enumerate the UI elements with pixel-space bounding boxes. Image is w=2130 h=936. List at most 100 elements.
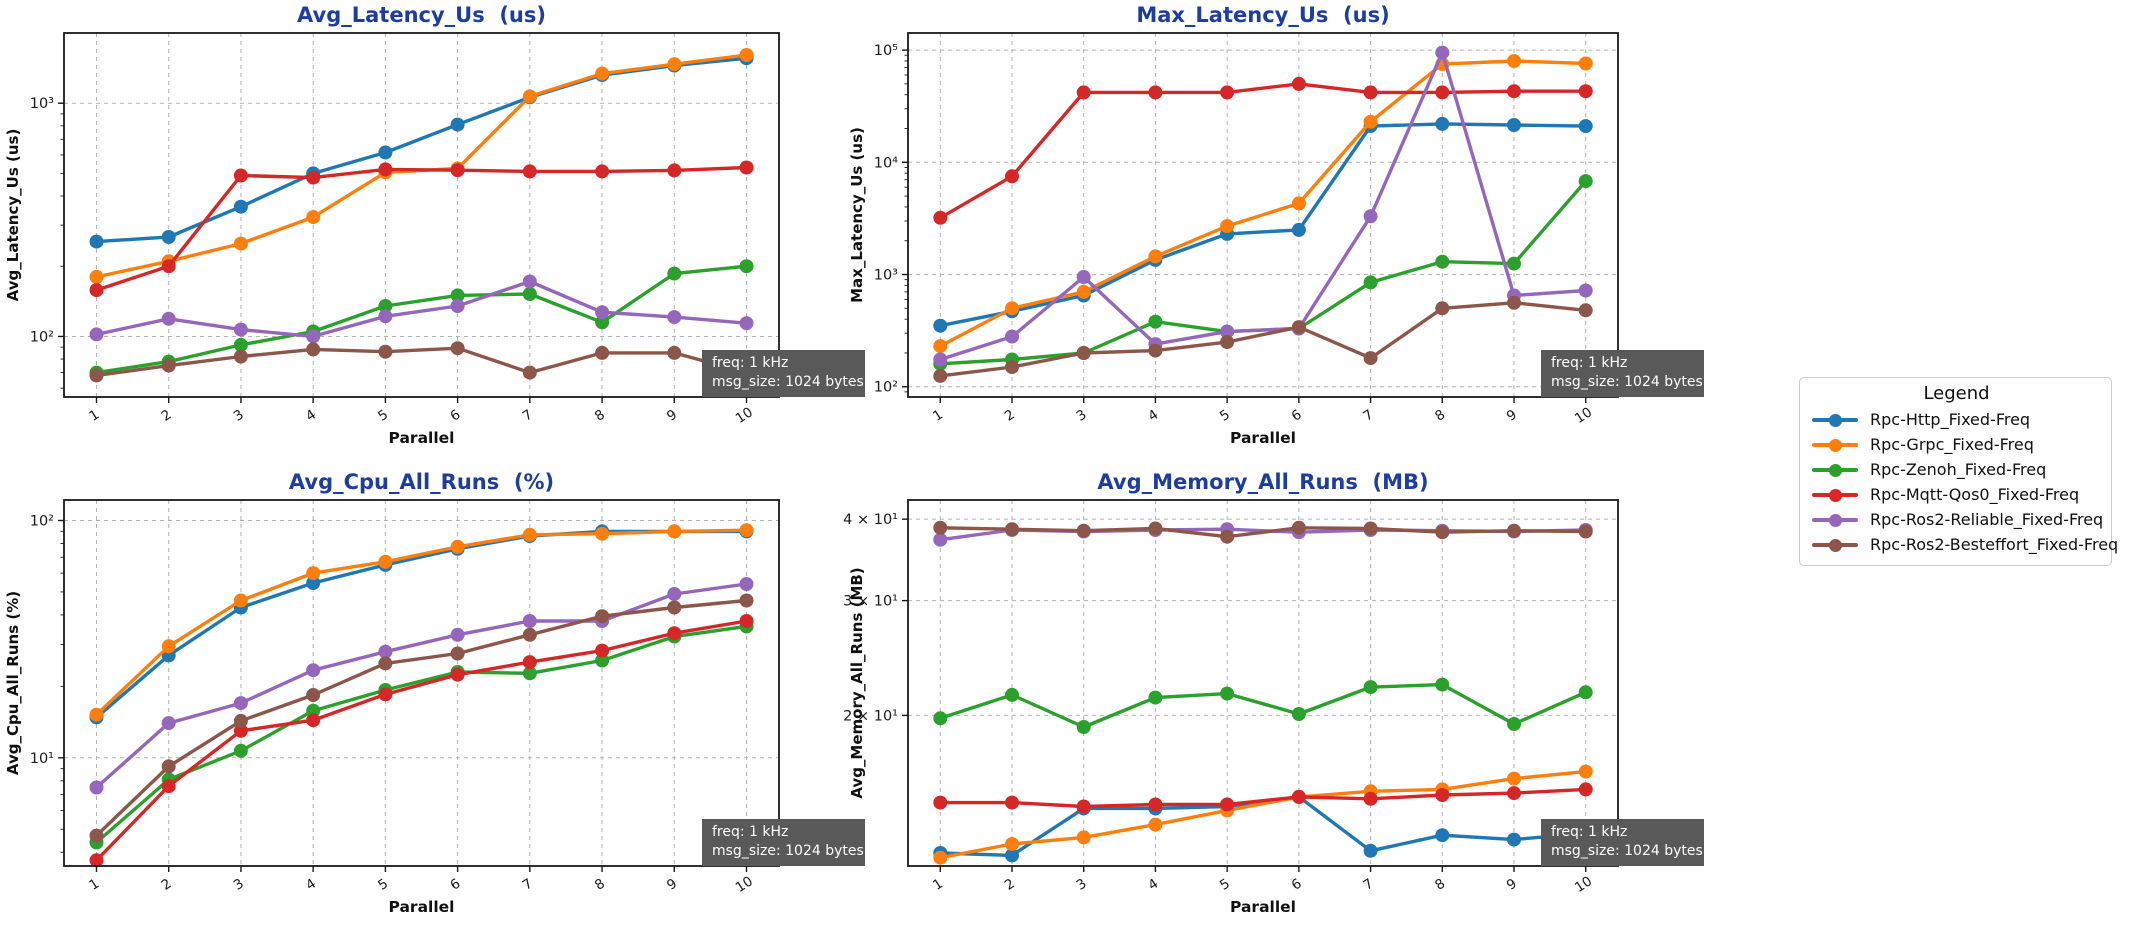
chart-avg-latency-us-us: 10² 10³ 1 2 3 4 5 6 7 8 9 10 Avg_Latency_Us (us) Avg_… [4, 3, 780, 447]
data-point [522, 89, 537, 104]
gridlines [64, 33, 779, 397]
legend-items: Rpc-Http_Fixed-Freq Rpc-Grpc_Fixed-Freq Rp… [1812, 407, 2118, 557]
data-point [306, 576, 321, 590]
data-point [233, 236, 248, 251]
x-tick-label: 3 [1074, 407, 1090, 425]
data-point [933, 532, 948, 547]
data-point [1291, 76, 1306, 91]
data-point [1076, 85, 1091, 100]
x-tick-label: 10 [733, 404, 756, 427]
data-point [161, 779, 176, 794]
data-point [1507, 832, 1521, 847]
data-point [306, 688, 321, 702]
data-point [233, 743, 248, 758]
data-point [667, 266, 682, 281]
legend-label: Rpc-Ros2-Reliable_Fixed-Freq [1870, 510, 2104, 529]
data-point [450, 117, 465, 132]
data-point [595, 66, 610, 81]
data-point [450, 627, 465, 642]
data-point [161, 716, 176, 731]
data-point [1435, 788, 1450, 802]
data-point [595, 315, 610, 330]
data-point [522, 365, 537, 380]
data-point [933, 850, 948, 865]
data-point [933, 520, 948, 535]
x-tick-label: 3 [231, 407, 247, 425]
y-axis-label: Max_Latency_Us (us) [848, 127, 866, 303]
data-point [1435, 301, 1450, 316]
data-point [1291, 196, 1306, 211]
chart-avg-cpu-all-runs: 10¹ 10² 1 2 3 4 5 6 7 8 9 10 Avg_Cpu_All_Runs (%) Avg… [4, 470, 780, 916]
data-point [89, 780, 104, 795]
x-tick-label: 10 [733, 873, 756, 896]
data-point [739, 523, 754, 538]
data-point [1578, 524, 1593, 539]
data-point [233, 322, 248, 337]
data-point [450, 288, 465, 303]
data-point [522, 666, 537, 681]
chart-title: Avg_Latency_Us (us) [297, 3, 546, 27]
series-rpc-mqtt-qos0-fixed-freq [933, 782, 1593, 814]
data-point [378, 656, 393, 671]
annotation-line: msg_size: 1024 bytes [712, 374, 864, 390]
data-point [1363, 114, 1378, 129]
x-tick-label: 1 [86, 407, 102, 425]
data-point [1435, 677, 1450, 692]
series-rpc-ros2-besteffort-fixed-freq [89, 593, 754, 843]
series-rpc-mqtt-qos0-fixed-freq [89, 614, 754, 868]
data-point [378, 344, 393, 359]
x-tick-label: 2 [159, 407, 175, 425]
data-point [1578, 685, 1593, 700]
legend-item-rpc-ros2-besteffort-fixed-freq: Rpc-Ros2-Besteffort_Fixed-Freq [1812, 532, 2118, 557]
data-point [1435, 828, 1450, 843]
data-point [161, 358, 176, 373]
data-point [1076, 799, 1091, 814]
data-point [378, 644, 393, 659]
data-point [1076, 830, 1091, 845]
data-point [306, 663, 321, 678]
annotation-line: msg_size: 1024 bytes [712, 843, 864, 859]
series-rpc-ros2-reliable-fixed-freq [89, 274, 754, 344]
y-tick-label: 10¹ [30, 751, 54, 767]
axes-frame [907, 499, 1619, 867]
data-point [595, 345, 610, 360]
legend-item-rpc-mqtt-qos0-fixed-freq: Rpc-Mqtt-Qos0_Fixed-Freq [1812, 482, 2101, 507]
data-point [1578, 56, 1593, 71]
data-point [450, 163, 465, 178]
data-point [1291, 789, 1306, 804]
data-point [1076, 523, 1091, 538]
data-point [1148, 85, 1163, 100]
annotation-box: freq: 1 kHz msg_size: 1024 bytes [702, 350, 865, 397]
x-tick-label: 4 [303, 407, 319, 425]
data-point [522, 655, 537, 670]
legend-line-marker-icon [1812, 463, 1858, 477]
data-point [667, 626, 682, 641]
legend-box: Legend Rpc-Http_Fixed-Freq Rpc-Grpc_Fixed… [1799, 377, 2118, 566]
annotation-line: freq: 1 kHz [712, 355, 789, 371]
data-point [89, 828, 104, 843]
legend-line-marker-icon [1812, 488, 1858, 502]
y-tick-label: 2 × 10¹ [843, 708, 898, 724]
data-point [522, 164, 537, 179]
x-tick-label: 7 [520, 407, 536, 425]
x-tick-label: 7 [520, 876, 536, 894]
x-tick-label: 1 [86, 876, 102, 894]
series-rpc-zenoh-fixed-freq [89, 619, 754, 850]
data-point [739, 614, 754, 628]
data-point [1507, 84, 1521, 99]
data-point [233, 723, 248, 738]
data-point [378, 554, 393, 569]
data-point [1076, 346, 1091, 360]
data-point [1220, 85, 1235, 100]
data-point [522, 614, 537, 628]
series-rpc-ros2-besteffort-fixed-freq [89, 341, 754, 383]
data-point [667, 345, 682, 360]
y-axis-label: Avg_Latency_Us (us) [4, 129, 22, 302]
x-tick-label: 9 [1504, 407, 1520, 425]
data-point [1291, 320, 1306, 335]
data-point [233, 168, 248, 183]
data-point [595, 526, 610, 541]
chart-title: Avg_Memory_All_Runs (MB) [1097, 470, 1428, 494]
x-tick-label: 4 [1145, 407, 1161, 425]
data-point [1148, 817, 1163, 832]
